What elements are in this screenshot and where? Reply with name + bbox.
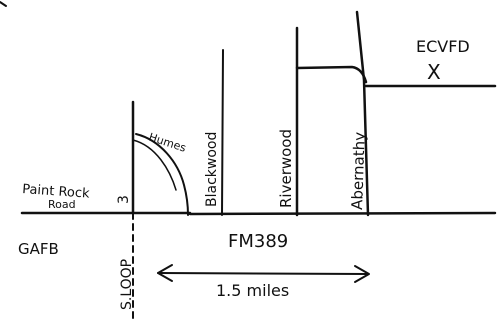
blackwood-label: Blackwood [204, 132, 220, 207]
abernathy-road-line [355, 10, 370, 217]
humes-road-edge [132, 139, 177, 191]
fm389-label: FM389 [228, 231, 288, 252]
abernathy-label: Abernathy [348, 132, 369, 211]
connector-road-line [295, 65, 368, 84]
distance-arrow-right-head [354, 265, 370, 283]
fm389-road-line [20, 211, 497, 216]
ecvfd-label: ECVFD [416, 37, 470, 56]
paint-rock-label-line1: Paint Rock [22, 182, 91, 202]
distance-arrow-left-head [157, 264, 173, 282]
south-loop-label: S.LOOP [119, 259, 135, 310]
corner-stroke [0, 1, 7, 7]
distance-label: 1.5 miles [216, 281, 289, 300]
distance-arrow-line [157, 272, 369, 275]
humes-road-line [135, 133, 189, 216]
riverwood-label: Riverwood [277, 129, 295, 208]
route-number-label: 3 [116, 195, 132, 204]
blackwood-road-line [221, 49, 224, 216]
gafb-label: GAFB [18, 240, 59, 258]
paint-rock-label-line2: Road [48, 198, 76, 211]
ecvfd-marker: X [427, 60, 441, 84]
